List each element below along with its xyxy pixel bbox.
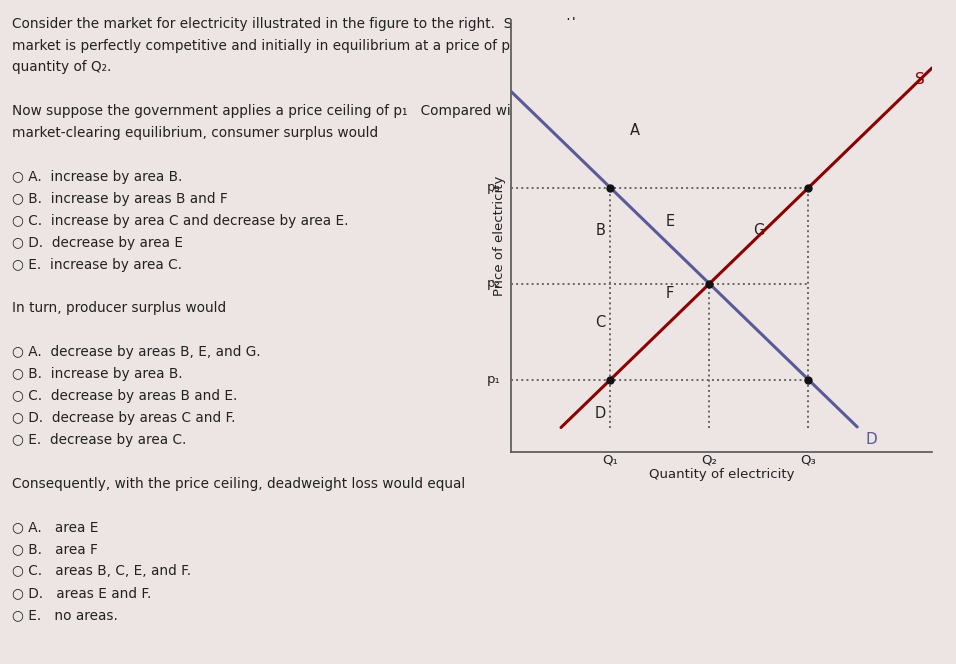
Text: quantity of Q₂.: quantity of Q₂. bbox=[12, 60, 112, 74]
Text: ○ A.  decrease by areas B, E, and G.: ○ A. decrease by areas B, E, and G. bbox=[12, 345, 261, 359]
Text: Q₂: Q₂ bbox=[702, 454, 717, 467]
Text: p₂: p₂ bbox=[487, 277, 501, 290]
Y-axis label: Price of electricity: Price of electricity bbox=[493, 175, 506, 296]
Text: Consider the market for electricity illustrated in the figure to the right.  Sup: Consider the market for electricity illu… bbox=[12, 17, 589, 31]
Text: ○ B.  increase by area B.: ○ B. increase by area B. bbox=[12, 367, 183, 381]
Point bbox=[801, 374, 816, 385]
Text: ○ D.   areas E and F.: ○ D. areas E and F. bbox=[12, 586, 152, 600]
Text: C: C bbox=[596, 315, 606, 329]
Text: market is perfectly competitive and initially in equilibrium at a price of p₂ an: market is perfectly competitive and init… bbox=[12, 39, 558, 52]
Text: A: A bbox=[630, 123, 641, 137]
Point bbox=[603, 374, 619, 385]
Text: ○ D.  decrease by areas C and F.: ○ D. decrease by areas C and F. bbox=[12, 411, 236, 425]
Point bbox=[603, 183, 619, 193]
Text: B: B bbox=[596, 223, 605, 238]
Text: ○ A.  increase by area B.: ○ A. increase by area B. bbox=[12, 170, 183, 184]
Text: ○ B.   area F: ○ B. area F bbox=[12, 542, 98, 556]
Text: p₃: p₃ bbox=[487, 181, 501, 195]
Text: G: G bbox=[753, 223, 765, 238]
Text: Consequently, with the price ceiling, deadweight loss would equal: Consequently, with the price ceiling, de… bbox=[12, 477, 466, 491]
Text: D: D bbox=[595, 406, 606, 421]
Point bbox=[801, 183, 816, 193]
Point bbox=[702, 278, 717, 289]
Text: In turn, producer surplus would: In turn, producer surplus would bbox=[12, 301, 227, 315]
Text: ○ B.  increase by areas B and F: ○ B. increase by areas B and F bbox=[12, 192, 228, 206]
Text: ○ E.   no areas.: ○ E. no areas. bbox=[12, 608, 119, 622]
Text: Q₃: Q₃ bbox=[800, 454, 816, 467]
Text: ○ C.  decrease by areas B and E.: ○ C. decrease by areas B and E. bbox=[12, 389, 238, 403]
Text: ○ D.  decrease by area E: ○ D. decrease by area E bbox=[12, 236, 184, 250]
Text: Q₁: Q₁ bbox=[602, 454, 619, 467]
X-axis label: Quantity of electricity: Quantity of electricity bbox=[649, 468, 794, 481]
Text: Now suppose the government applies a price ceiling of p₁   Compared with the: Now suppose the government applies a pri… bbox=[12, 104, 552, 118]
Text: ○ E.  increase by area C.: ○ E. increase by area C. bbox=[12, 258, 183, 272]
Text: E: E bbox=[665, 214, 674, 229]
Text: ○ E.  decrease by area C.: ○ E. decrease by area C. bbox=[12, 433, 186, 447]
Text: ○ A.   area E: ○ A. area E bbox=[12, 521, 98, 535]
Text: market-clearing equilibrium, consumer surplus would: market-clearing equilibrium, consumer su… bbox=[12, 126, 379, 140]
Text: p₁: p₁ bbox=[487, 373, 501, 386]
Text: F: F bbox=[665, 286, 674, 301]
Text: ○ C.   areas B, C, E, and F.: ○ C. areas B, C, E, and F. bbox=[12, 564, 191, 578]
Text: S: S bbox=[915, 72, 924, 87]
Text: D: D bbox=[865, 432, 877, 448]
Text: ○ C.  increase by area C and decrease by area E.: ○ C. increase by area C and decrease by … bbox=[12, 214, 349, 228]
